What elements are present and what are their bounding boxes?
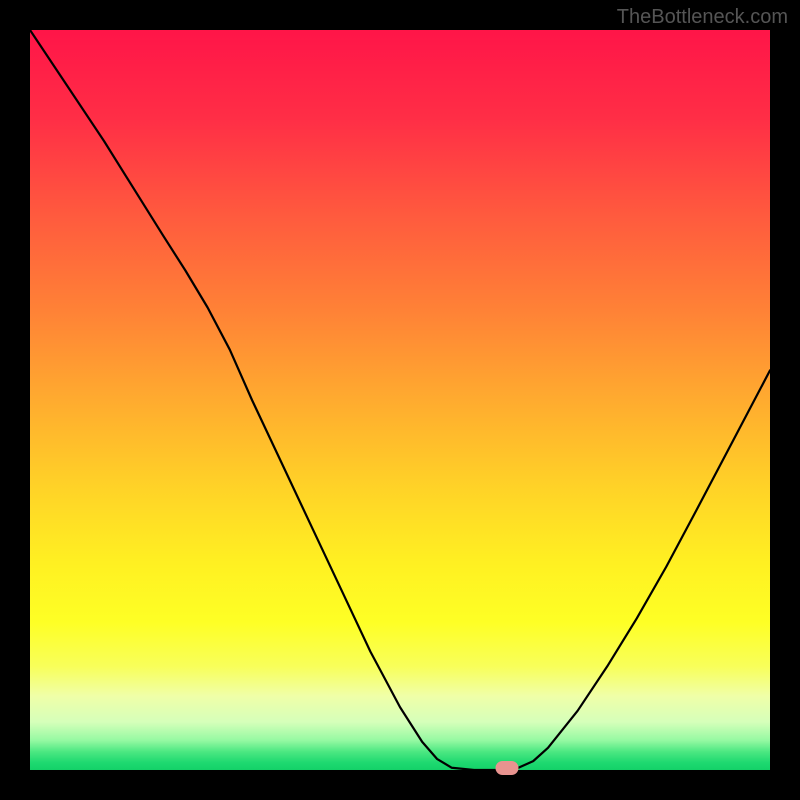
plot-area [30,30,770,770]
optimal-marker [496,761,519,775]
bottleneck-curve [30,30,770,770]
watermark: TheBottleneck.com [617,6,788,29]
